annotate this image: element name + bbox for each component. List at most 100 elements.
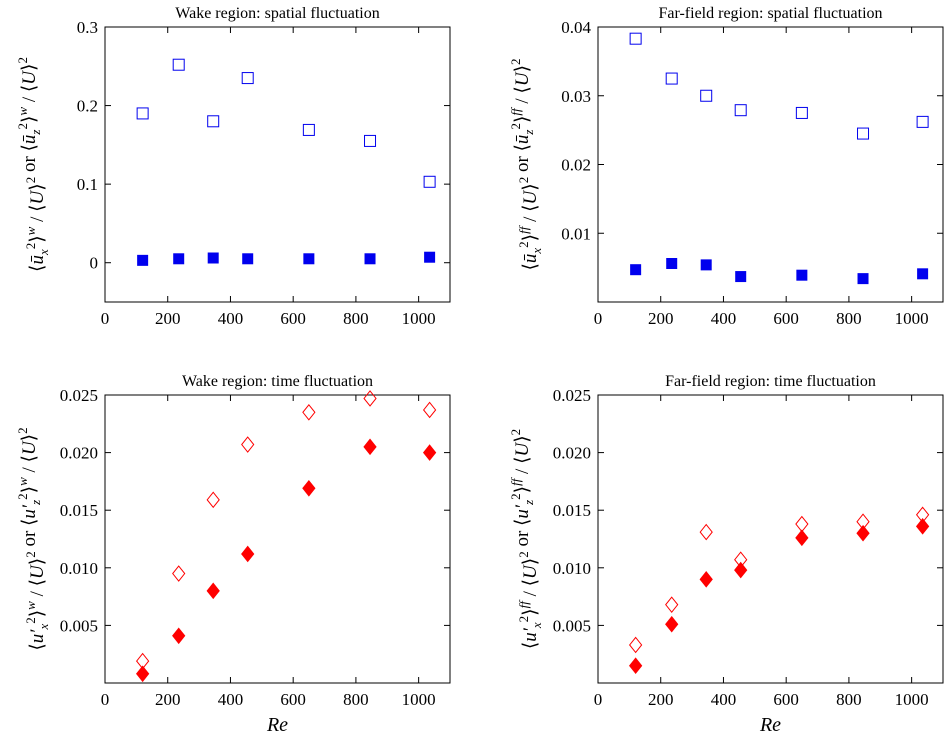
data-point [699,571,713,588]
data-point [302,480,316,497]
data-point [363,438,377,456]
data-point [364,253,376,265]
data-point [735,271,747,283]
x-tick-label: 400 [711,690,737,709]
data-point [857,127,870,140]
x-tick-label: 600 [280,690,306,709]
data-point [700,259,712,271]
y-tick-label: 0.010 [553,559,591,578]
y-axis-label: ⟨ūx2⟩ff / ⟨U⟩2 or ⟨ūz2⟩ff / ⟨U⟩2 [508,58,544,270]
x-tick-label: 800 [343,309,369,328]
data-point [172,58,185,71]
plot-frame [104,394,451,684]
data-point [917,268,929,280]
data-point [173,253,185,265]
data-point [915,518,930,535]
y-tick-label: 0.2 [77,97,98,116]
x-tick-label: 0 [101,309,110,328]
y-tick-label: 0.015 [60,501,98,520]
chart-title: Far-field region: spatial fluctuation [658,5,882,22]
x-tick-label: 600 [773,690,799,709]
x-tick-label: 1000 [402,690,436,709]
data-point [241,545,255,563]
x-tick-label: 800 [836,690,862,709]
y-tick-label: 0.03 [561,87,591,106]
data-point [699,523,713,541]
svg-text:⟨ūx2⟩ff / ⟨U⟩2 or ⟨ūz2⟩ff /: ⟨ūx2⟩ff / ⟨U⟩2 or ⟨ūz2⟩ff / ⟨U⟩2 [508,58,544,270]
y-tick-label: 0.015 [553,501,591,520]
x-tick-label: 600 [773,309,799,328]
svg-text:⟨ūx2⟩w / ⟨U⟩2 or ⟨ūz2⟩w / ⟨U: ⟨ūx2⟩w / ⟨U⟩2 or ⟨ūz2⟩w / ⟨U⟩2 [15,57,51,272]
x-axis-label: Re [759,714,781,736]
data-point [302,123,315,136]
data-point [303,253,315,265]
x-tick-label: 200 [648,690,674,709]
y-tick-label: 0.01 [561,224,591,243]
y-tick-label: 0 [90,254,99,273]
data-point [302,403,316,421]
data-point [423,175,436,188]
data-point [424,251,436,263]
data-point [796,269,808,281]
data-point [137,254,149,266]
y-tick-label: 0.005 [60,616,98,635]
data-point [795,106,808,119]
data-point [363,390,377,407]
x-tick-label: 1000 [895,690,929,709]
plot-frame [597,26,944,303]
x-tick-label: 200 [155,690,181,709]
plot-frame [597,394,944,684]
data-point [665,596,679,613]
y-tick-label: 0.010 [60,559,98,578]
x-tick-label: 400 [218,309,244,328]
y-axis-label: ⟨u′x2⟩ff / ⟨U⟩2 or ⟨u′z2⟩ff / ⟨U⟩2 [508,429,544,649]
data-point [857,273,869,285]
data-point [135,665,150,683]
data-point [734,561,748,579]
svg-text:⟨u′x2⟩w / ⟨U⟩2 or ⟨u′z2⟩w /: ⟨u′x2⟩w / ⟨U⟩2 or ⟨u′z2⟩w / ⟨U⟩2 [15,427,51,650]
x-tick-label: 1000 [895,309,929,328]
data-point [665,72,678,85]
data-point [207,115,220,128]
data-point [628,636,643,654]
data-point [241,436,255,453]
data-point [422,444,437,461]
y-tick-label: 0.020 [553,444,591,463]
x-tick-label: 1000 [402,309,436,328]
x-tick-label: 0 [101,690,110,709]
data-point [206,582,220,600]
x-tick-label: 600 [280,309,306,328]
data-point [136,107,149,120]
y-axis-label: ⟨ūx2⟩w / ⟨U⟩2 or ⟨ūz2⟩w / ⟨U⟩2 [15,57,51,272]
svg-text:⟨u′x2⟩ff / ⟨U⟩2 or ⟨u′z2⟩ff: ⟨u′x2⟩ff / ⟨U⟩2 or ⟨u′z2⟩ff / ⟨U⟩2 [508,429,544,649]
y-tick-label: 0.020 [60,444,98,463]
y-tick-label: 0.1 [77,175,98,194]
data-point [795,515,809,533]
y-tick-label: 0.04 [561,18,591,37]
data-point [422,401,437,419]
data-point [207,252,219,264]
data-point [795,529,809,547]
y-axis-label: ⟨u′x2⟩w / ⟨U⟩2 or ⟨u′z2⟩w / ⟨U⟩2 [15,427,51,650]
y-tick-label: 0.005 [553,616,591,635]
chart-panel-2: Far-field region: spatial fluctuation 0 20… [508,5,944,328]
chart-title: Wake region: time fluctuation [182,373,373,390]
y-tick-label: 0.02 [561,156,591,175]
data-point [629,32,642,45]
x-tick-label: 400 [218,690,244,709]
data-point [916,115,929,128]
data-point [734,104,747,117]
x-tick-label: 200 [648,309,674,328]
x-tick-label: 200 [155,309,181,328]
plot-frame [104,26,451,303]
x-tick-label: 0 [594,309,603,328]
x-tick-label: 0 [594,690,603,709]
x-tick-label: 800 [343,690,369,709]
data-point [241,72,254,85]
data-point [172,627,186,645]
data-point [172,565,186,582]
y-tick-label: 0.025 [60,386,98,405]
data-point [206,491,220,509]
data-point [628,657,643,675]
